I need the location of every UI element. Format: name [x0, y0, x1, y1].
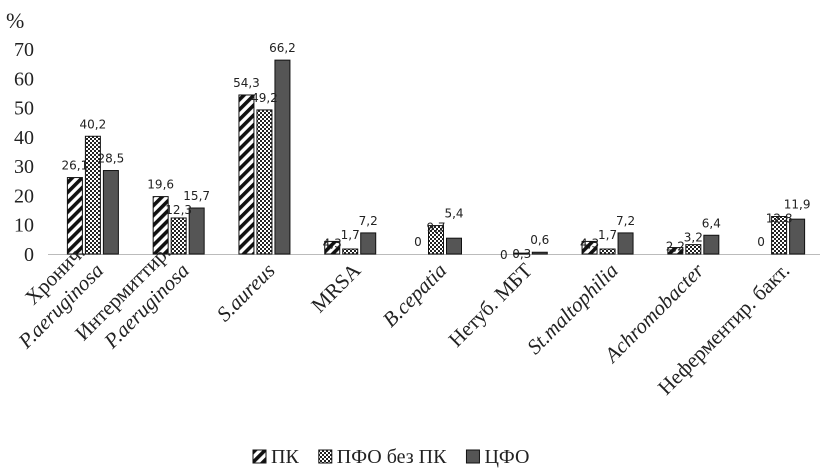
bar-dots — [342, 248, 359, 255]
data-label: 0 — [757, 235, 765, 249]
data-label: 5,4 — [444, 207, 463, 221]
legend-swatch — [252, 449, 267, 464]
data-label: 2,2 — [666, 240, 685, 254]
bar-dots — [771, 216, 788, 255]
legend-item: ПФО без ПК — [318, 446, 447, 468]
bar-hatch — [66, 177, 83, 255]
bar-hatch — [324, 240, 341, 255]
bar-solid — [102, 170, 119, 255]
data-label: 7,2 — [616, 214, 635, 228]
bar-solid — [360, 232, 377, 255]
bar-hatch — [152, 196, 169, 255]
data-label: 19,6 — [147, 178, 174, 192]
y-tick-label: 40 — [14, 127, 34, 149]
data-label: 3,2 — [684, 230, 703, 244]
legend-swatch — [465, 449, 480, 464]
data-label: 6,4 — [702, 216, 721, 230]
data-label: 12,8 — [766, 212, 793, 226]
bar-hatch — [238, 94, 255, 255]
category-label-line: Нетуб. МБТ — [444, 258, 538, 352]
data-label: 66,2 — [269, 41, 296, 55]
bar-dots — [685, 244, 702, 255]
bar-solid — [188, 207, 205, 255]
y-tick-label: 70 — [14, 39, 34, 61]
bar-hatch — [667, 247, 684, 255]
y-tick-label: 50 — [14, 98, 34, 120]
legend-label: ПФО без ПК — [337, 446, 447, 468]
legend: ПК ПФО без ПК ЦФО — [252, 446, 529, 468]
legend-label: ЦФО — [484, 446, 529, 468]
data-label: 0 — [414, 235, 422, 249]
data-label: 1,7 — [598, 228, 617, 242]
data-label: 12,3 — [165, 203, 192, 217]
data-label: 0,3 — [512, 247, 531, 261]
bar-dots — [256, 109, 273, 255]
bar-dots — [170, 217, 187, 255]
y-axis-unit-label: % — [6, 8, 24, 33]
category-label: S.aureus — [212, 258, 280, 326]
category-label-line: S.aureus — [212, 258, 280, 326]
data-label: 1,7 — [341, 228, 360, 242]
category-label-line: MRSA — [306, 258, 366, 318]
data-label: 28,5 — [98, 152, 125, 166]
data-label: 9,7 — [426, 221, 445, 235]
data-label: 54,3 — [233, 76, 260, 90]
y-tick-label: 60 — [14, 68, 34, 90]
bars — [66, 59, 806, 255]
bar-solid — [446, 237, 462, 255]
category-label: B.cepatia — [378, 258, 451, 331]
bar-solid — [789, 218, 806, 255]
axes: % 0 10 20 30 40 50 60 70 — [6, 8, 820, 266]
data-labels: 26,140,228,519,612,315,754,349,266,24,31… — [62, 41, 811, 262]
data-label: 11,9 — [784, 198, 811, 212]
data-label: 4,3 — [323, 236, 342, 250]
data-label: 0 — [500, 248, 508, 262]
category-label: MRSA — [306, 258, 366, 318]
bar-solid — [617, 232, 634, 255]
category-label: Нетуб. МБТ — [444, 258, 538, 352]
bar-dots — [513, 252, 530, 255]
y-tick-label: 10 — [14, 215, 34, 237]
data-label: 49,2 — [251, 91, 278, 105]
bar-solid — [703, 234, 720, 255]
data-label: 15,7 — [183, 189, 210, 203]
bar-solid — [531, 251, 548, 255]
y-tick-label: 30 — [14, 156, 34, 178]
data-label: 26,1 — [62, 159, 89, 173]
category-label-line: B.cepatia — [378, 258, 451, 331]
legend-swatch — [318, 449, 333, 464]
legend-item: ЦФО — [465, 446, 529, 468]
data-label: 0,6 — [530, 233, 549, 247]
bar-hatch — [581, 240, 598, 255]
category-labels: Хронич.P.aeruginosaИнтермиттир.P.aerugin… — [13, 240, 795, 400]
bar-dots — [599, 248, 616, 255]
legend-item: ПК — [252, 446, 299, 468]
data-label: 4,3 — [580, 236, 599, 250]
category-label: Интермиттир.P.aeruginosa — [70, 240, 194, 354]
bar-dots — [428, 225, 444, 255]
data-label: 7,2 — [359, 214, 378, 228]
y-tick-label: 20 — [14, 185, 34, 207]
bar-dots — [84, 135, 101, 255]
legend-label: ПК — [271, 446, 299, 468]
y-tick-label: 0 — [24, 244, 34, 266]
data-label: 40,2 — [80, 117, 107, 131]
bar-solid — [274, 59, 291, 255]
